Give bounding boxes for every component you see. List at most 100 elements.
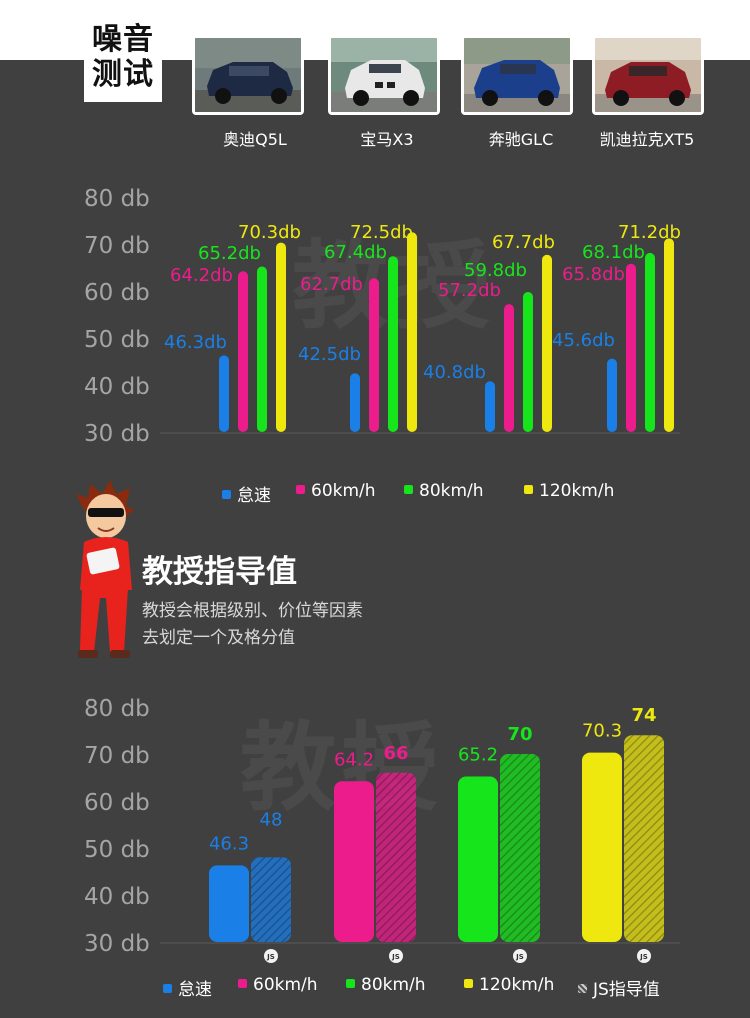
bar-guide (251, 857, 291, 942)
legend-label: 80km/h (361, 975, 426, 995)
legend2-item-idle: 怠速 (163, 975, 212, 1000)
professor-desc-line-2: 去划定一个及格分值 (142, 628, 295, 648)
legend-label: 60km/h (311, 481, 376, 501)
professor-description: 教授会根据级别、价位等因素 去划定一个及格分值 (142, 598, 363, 652)
data-label: 70.3 (582, 721, 622, 742)
data-label: 46.3db (164, 332, 227, 353)
data-label: 59.8db (464, 260, 527, 281)
y-tick-label: 80 db (84, 186, 150, 212)
car-photo-cadillac-xt5 (592, 35, 704, 115)
bar (458, 776, 498, 942)
bar (407, 232, 417, 432)
y-tick-label: 30 db (84, 931, 150, 957)
data-label: 71.2db (618, 222, 681, 243)
legend-item-120: 120km/h (524, 481, 614, 501)
car-photo-audi-q5l (192, 35, 304, 115)
y-tick-label: 60 db (84, 280, 150, 306)
car-photo-benz-glc (461, 35, 573, 115)
data-label: 46.3 (209, 833, 249, 854)
bar (523, 291, 533, 432)
js-badge (637, 949, 651, 963)
professor-desc-line-1: 教授会根据级别、价位等因素 (142, 601, 363, 621)
data-label: 64.2db (170, 265, 233, 286)
professor-guide-chart: 80 db 70 db 60 db 50 db 40 db 30 db 46.3 48 JS 64… (84, 696, 680, 963)
bar (607, 358, 617, 432)
legend-item-60: 60km/h (296, 481, 376, 501)
section-title-badge: 噪音 测试 (84, 22, 162, 102)
data-label-guide: 66 (383, 743, 408, 764)
bar (664, 238, 674, 432)
data-label: 67.4db (324, 242, 387, 263)
legend-label: 80km/h (419, 481, 484, 501)
data-label: 42.5db (298, 344, 361, 365)
car-name-4: 凯迪拉克XT5 (599, 130, 695, 149)
bar-guide (624, 735, 664, 942)
legend2-item-60: 60km/h (238, 975, 318, 995)
professor-mascot (76, 480, 134, 658)
data-label-guide: 74 (631, 705, 656, 726)
js-badge-label: JS (266, 953, 275, 961)
y-tick-label: 80 db (84, 696, 150, 722)
bar (209, 865, 249, 942)
data-label: 64.2 (334, 749, 374, 770)
bar (626, 263, 636, 432)
js-badge (389, 949, 403, 963)
legend-swatch (222, 489, 231, 499)
legend-label: 怠速 (237, 486, 271, 506)
bar (485, 381, 495, 432)
bar (582, 752, 622, 942)
bar (388, 256, 398, 432)
data-label: 40.8db (423, 362, 486, 383)
y-tick-label: 50 db (84, 327, 150, 353)
bar (645, 252, 655, 432)
data-label: 45.6db (552, 330, 615, 351)
legend2-item-80: 80km/h (346, 975, 426, 995)
car-photo-bmw-x3 (328, 35, 440, 115)
legend2-item-120: 120km/h (464, 975, 554, 995)
js-badge-label: JS (515, 953, 524, 961)
data-label: 62.7db (300, 274, 363, 295)
legend2-item-js: JS指导值 (578, 975, 660, 1000)
js-badge-label: JS (391, 953, 400, 961)
legend-item-80: 80km/h (404, 481, 484, 501)
title-line-1: 噪音 (92, 22, 154, 57)
bar (350, 373, 360, 432)
y-tick-label: 70 db (84, 743, 150, 769)
y-tick-label: 50 db (84, 837, 150, 863)
title-line-2: 测试 (92, 57, 154, 92)
y-tick-label: 60 db (84, 790, 150, 816)
js-badge-label: JS (639, 953, 648, 961)
data-label-guide: 70 (507, 724, 532, 745)
noise-test-chart: 80 db 70 db 60 db 50 db 40 db 30 db 46.3db 42.5… (84, 186, 681, 447)
data-label: 57.2db (438, 280, 501, 301)
car-name-2: 宝马X3 (360, 130, 414, 149)
bar-guide (500, 754, 540, 942)
legend-label: 怠速 (178, 980, 212, 1000)
legend-label: 120km/h (539, 481, 615, 501)
legend-label: 60km/h (253, 975, 318, 995)
data-label: 70.3db (238, 222, 301, 243)
car-name-1: 奥迪Q5L (223, 130, 287, 149)
y-tick-label: 70 db (84, 233, 150, 259)
data-label: 65.8db (562, 264, 625, 285)
data-label-guide: 48 (260, 809, 283, 830)
bar (276, 242, 286, 432)
bar (504, 304, 514, 432)
data-label: 72.5db (350, 222, 413, 243)
legend-label: 120km/h (479, 975, 555, 995)
data-label: 65.2 (458, 745, 498, 766)
data-label: 68.1db (582, 242, 645, 263)
professor-title: 教授指导值 (142, 554, 297, 590)
bar (238, 271, 248, 432)
bar (334, 781, 374, 942)
bar (542, 254, 552, 432)
bar-guide (376, 772, 416, 942)
js-badge (264, 949, 278, 963)
y-tick-label: 30 db (84, 421, 150, 447)
data-label: 67.7db (492, 232, 555, 253)
y-tick-label: 40 db (84, 374, 150, 400)
data-label: 65.2db (198, 243, 261, 264)
y-tick-label: 40 db (84, 884, 150, 910)
bar (257, 266, 267, 432)
bar (219, 355, 229, 432)
